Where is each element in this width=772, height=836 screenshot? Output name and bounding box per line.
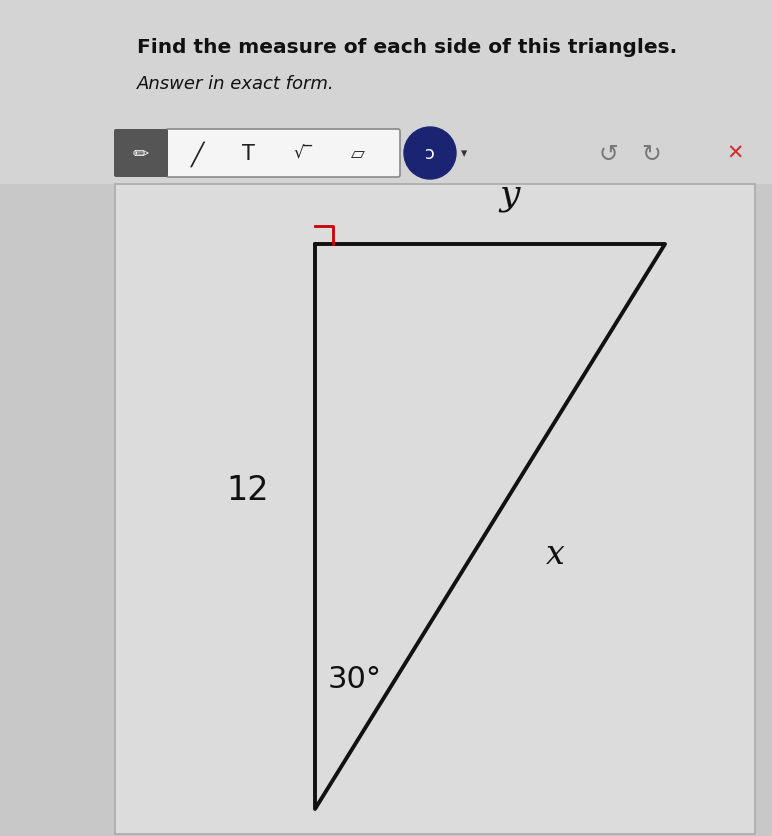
FancyBboxPatch shape bbox=[166, 130, 400, 178]
Text: √‾: √‾ bbox=[293, 145, 313, 163]
Text: 30°: 30° bbox=[328, 665, 382, 694]
Bar bbox=[115, 185, 755, 834]
Text: ✕: ✕ bbox=[726, 144, 743, 164]
Bar bbox=[0, 0, 772, 185]
FancyBboxPatch shape bbox=[114, 130, 168, 178]
Text: Find the measure of each side of this triangles.: Find the measure of each side of this tr… bbox=[137, 38, 677, 57]
Text: ↻: ↻ bbox=[641, 142, 661, 166]
Text: ▱: ▱ bbox=[351, 145, 365, 163]
Text: Answer in exact form.: Answer in exact form. bbox=[137, 75, 334, 93]
Text: x: x bbox=[546, 538, 564, 570]
Text: ↄ: ↄ bbox=[425, 145, 435, 163]
Text: y: y bbox=[499, 178, 520, 212]
Text: 12: 12 bbox=[227, 473, 269, 506]
Text: ╱: ╱ bbox=[191, 141, 205, 166]
Circle shape bbox=[404, 128, 456, 180]
Text: ▾: ▾ bbox=[461, 147, 467, 161]
Text: ↺: ↺ bbox=[598, 142, 618, 166]
Text: T: T bbox=[242, 144, 255, 164]
Text: ✏: ✏ bbox=[133, 145, 149, 163]
